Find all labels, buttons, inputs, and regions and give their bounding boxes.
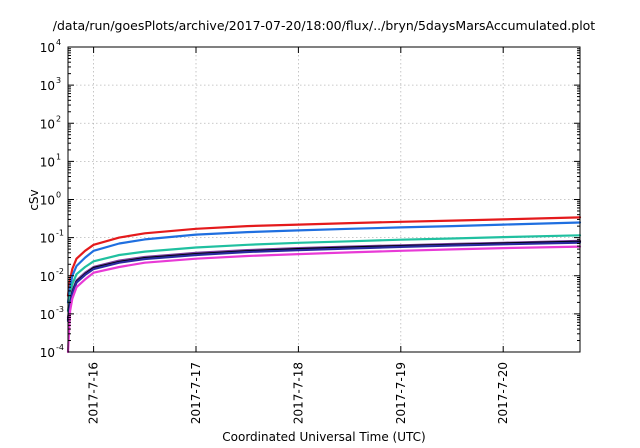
y-tick-label: 10 (40, 308, 55, 322)
y-tick-label: 10 (40, 117, 55, 131)
series-line (66, 245, 582, 354)
grid (68, 47, 580, 352)
y-tick-label: 10 (40, 155, 55, 169)
y-tick-exponent: 1 (56, 152, 61, 161)
x-tick-label: 2017-7-20 (496, 362, 510, 424)
y-tick-label: 10 (40, 232, 55, 246)
series-line (66, 241, 582, 323)
series-line (66, 221, 582, 304)
chart-title: /data/run/goesPlots/archive/2017-07-20/1… (53, 18, 596, 33)
x-tick-label: 2017-7-18 (291, 362, 305, 424)
y-tick-label: 10 (40, 79, 55, 93)
y-tick-exponent: 2 (56, 114, 61, 123)
axis-ticks (68, 46, 580, 353)
y-tick-label: 10 (40, 270, 55, 284)
series-line (66, 234, 582, 312)
y-tick-exponent: 0 (56, 191, 61, 200)
y-axis-label: cSv (27, 189, 41, 210)
series-lines (66, 216, 582, 354)
x-axis-tick-labels: 2017-7-16 2017-7-17 2017-7-18 2017-7-19 2017… (87, 362, 511, 424)
y-tick-exponent: -1 (56, 229, 64, 238)
y-tick-exponent: 4 (56, 38, 61, 47)
y-tick-label: 10 (40, 346, 55, 360)
x-tick-label: 2017-7-19 (394, 362, 408, 424)
x-tick-label: 2017-7-17 (189, 362, 203, 424)
y-tick-exponent: -4 (56, 343, 64, 352)
series-line (66, 216, 582, 297)
y-tick-label: 10 (40, 41, 55, 55)
y-tick-exponent: 3 (56, 76, 61, 85)
y-tick-label: 10 (40, 194, 55, 208)
x-axis-label: Coordinated Universal Time (UTC) (222, 430, 425, 444)
x-tick-label: 2017-7-16 (87, 362, 101, 424)
y-tick-exponent: -2 (56, 267, 64, 276)
y-tick-exponent: -3 (56, 305, 64, 314)
